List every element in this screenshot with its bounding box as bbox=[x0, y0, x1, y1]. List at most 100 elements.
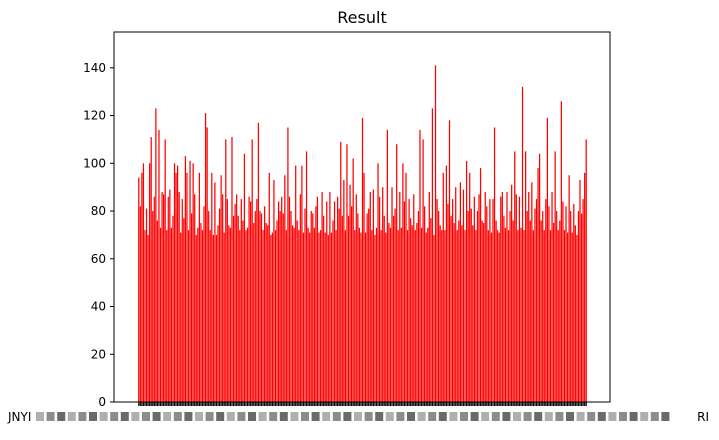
bar bbox=[343, 180, 345, 402]
bar bbox=[484, 191, 486, 402]
bar bbox=[245, 230, 247, 402]
bar bbox=[139, 206, 141, 402]
bar bbox=[576, 234, 578, 402]
bar bbox=[532, 230, 535, 402]
bar bbox=[190, 213, 193, 402]
bar bbox=[434, 65, 437, 403]
x-tick-label-glyph bbox=[576, 412, 585, 421]
bar bbox=[316, 196, 319, 402]
bar bbox=[251, 139, 253, 403]
bar bbox=[250, 201, 252, 402]
x-tick-label-glyph bbox=[89, 412, 97, 421]
bar bbox=[410, 218, 412, 402]
bars-group bbox=[138, 65, 587, 403]
bar bbox=[459, 182, 461, 402]
bar bbox=[257, 122, 260, 403]
bar bbox=[521, 86, 524, 403]
bar bbox=[172, 215, 174, 402]
x-tick-label-band bbox=[36, 412, 670, 421]
chart-title: Result bbox=[337, 8, 386, 27]
bar bbox=[152, 211, 154, 402]
bar bbox=[512, 220, 514, 402]
x-tick-label-glyph bbox=[449, 412, 458, 421]
y-tick-label: 60 bbox=[91, 252, 106, 266]
bar bbox=[585, 139, 587, 403]
bar bbox=[281, 196, 283, 402]
bar bbox=[194, 194, 196, 402]
bar bbox=[256, 199, 258, 402]
bar bbox=[503, 215, 505, 402]
x-tick-label-glyph bbox=[311, 412, 320, 421]
bar bbox=[340, 141, 342, 402]
bar bbox=[295, 165, 297, 402]
bar bbox=[523, 230, 525, 402]
bar bbox=[563, 230, 566, 402]
bar bbox=[566, 232, 569, 402]
bar bbox=[507, 230, 510, 402]
bar bbox=[324, 232, 326, 402]
bar bbox=[354, 230, 356, 402]
x-tick-label-glyph bbox=[120, 412, 129, 421]
bar bbox=[265, 222, 267, 402]
bar bbox=[573, 203, 575, 402]
bar bbox=[465, 160, 468, 402]
bar bbox=[535, 199, 538, 402]
bar bbox=[239, 230, 241, 402]
bar bbox=[217, 225, 219, 402]
x-tick-label-glyph bbox=[513, 412, 521, 421]
bar bbox=[270, 234, 272, 402]
bar bbox=[377, 163, 379, 402]
bar bbox=[546, 117, 548, 402]
x-tick-label-glyph bbox=[597, 412, 606, 421]
bar bbox=[403, 201, 406, 402]
bar bbox=[389, 227, 392, 402]
bar bbox=[385, 232, 387, 402]
x-tick-label-glyph bbox=[587, 412, 596, 421]
bar bbox=[469, 172, 471, 402]
bar bbox=[231, 137, 233, 402]
y-tick-label: 0 bbox=[98, 395, 106, 409]
x-tick-label-glyph bbox=[566, 412, 574, 421]
bar bbox=[439, 225, 441, 402]
bar bbox=[208, 211, 210, 402]
bar bbox=[430, 218, 432, 402]
bar bbox=[363, 172, 365, 402]
bar bbox=[361, 117, 364, 402]
bar bbox=[551, 191, 553, 402]
bar bbox=[382, 187, 384, 402]
x-tick-label-glyph bbox=[57, 412, 66, 421]
bar bbox=[355, 194, 357, 402]
bar bbox=[540, 220, 542, 402]
bar bbox=[545, 199, 547, 402]
bar bbox=[327, 234, 329, 402]
bar bbox=[347, 215, 350, 402]
bar bbox=[498, 232, 500, 402]
y-axis: 0 20 40 60 80 100 120 140 bbox=[83, 61, 114, 409]
bar bbox=[448, 120, 451, 402]
plot-frame bbox=[113, 31, 611, 403]
bar bbox=[338, 208, 340, 402]
bar bbox=[475, 230, 477, 402]
bar bbox=[301, 165, 303, 402]
x-tick-label-glyph bbox=[428, 412, 437, 421]
bar bbox=[360, 232, 362, 402]
x-tick-label-glyph bbox=[491, 412, 500, 421]
bar bbox=[243, 153, 246, 402]
x-tick-label-glyph bbox=[608, 412, 617, 421]
bar bbox=[368, 208, 370, 402]
x-tick-label-glyph bbox=[343, 412, 352, 421]
x-tick-label-glyph bbox=[481, 412, 490, 421]
bar bbox=[574, 225, 576, 402]
bar bbox=[481, 220, 483, 402]
bar bbox=[441, 230, 443, 402]
bar bbox=[556, 211, 558, 402]
bar bbox=[169, 189, 171, 402]
bar bbox=[447, 203, 449, 402]
bar bbox=[520, 227, 522, 402]
bar bbox=[248, 196, 250, 402]
x-tick-label-glyph bbox=[502, 412, 511, 421]
y-tick-label: 80 bbox=[91, 204, 106, 218]
x-tick-label-glyph bbox=[226, 412, 235, 421]
bar bbox=[537, 168, 539, 402]
bar bbox=[450, 215, 452, 402]
